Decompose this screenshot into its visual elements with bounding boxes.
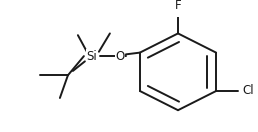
- Text: Cl: Cl: [242, 84, 254, 98]
- Text: Si: Si: [86, 50, 97, 63]
- Text: F: F: [175, 0, 181, 13]
- Text: O: O: [115, 50, 125, 63]
